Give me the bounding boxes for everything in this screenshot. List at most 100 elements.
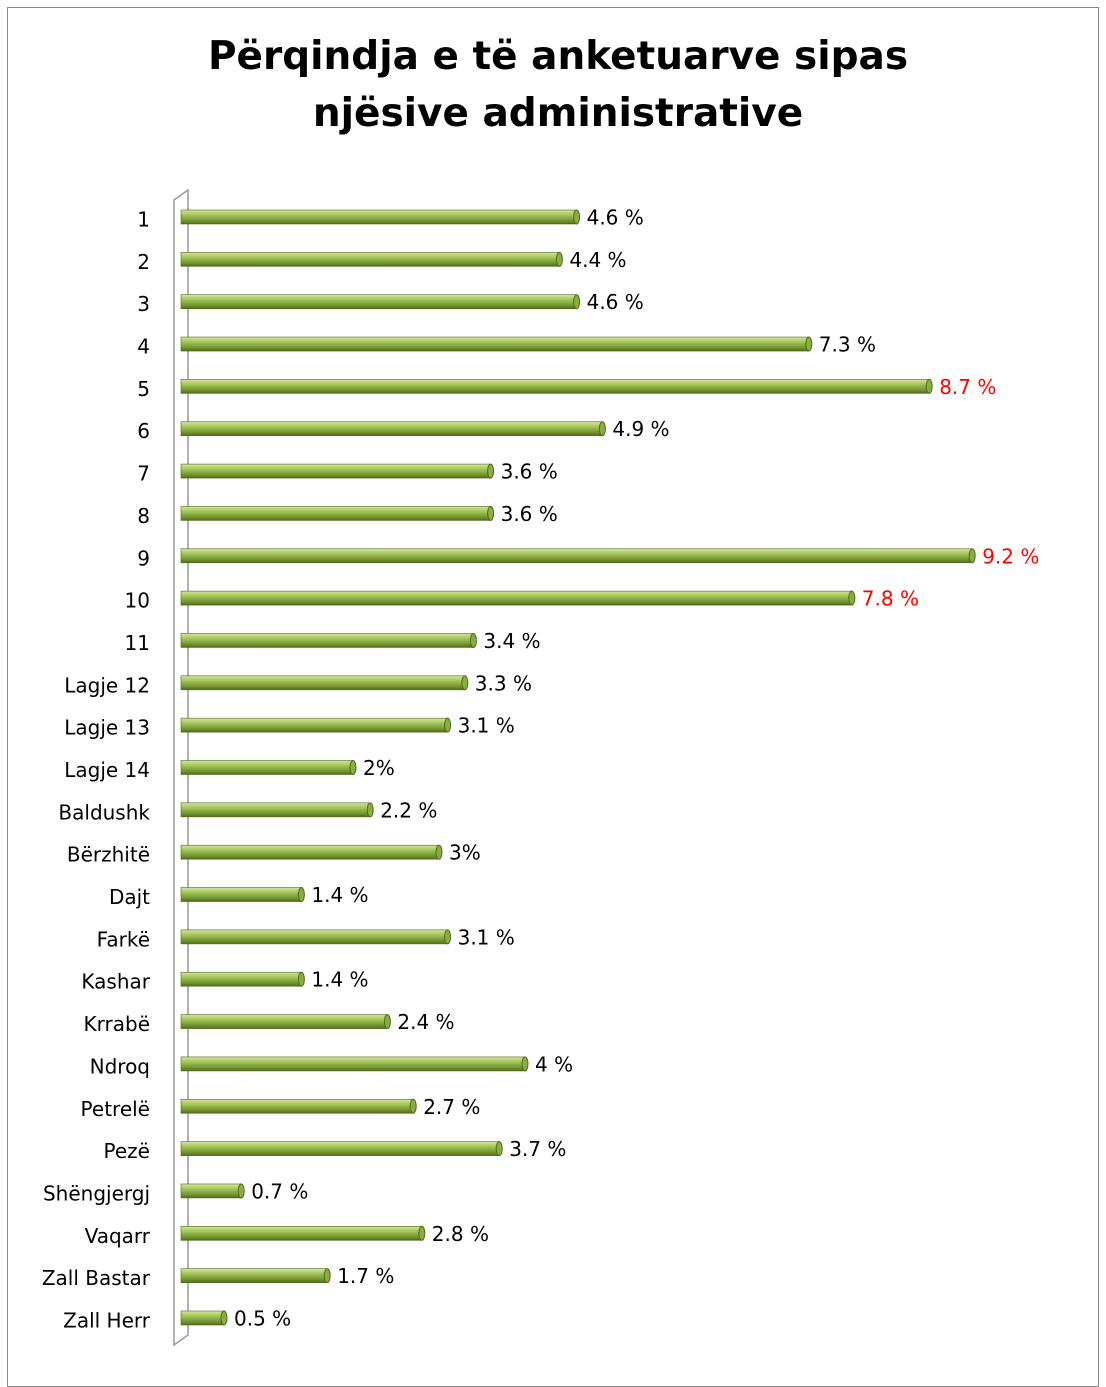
bar-cap bbox=[383, 1014, 391, 1030]
data-label: 4.6 % bbox=[587, 206, 644, 230]
bar bbox=[180, 929, 448, 945]
data-label: 9.2 % bbox=[982, 544, 1039, 568]
y-tick-label: 3 bbox=[137, 292, 150, 316]
bar bbox=[180, 1098, 414, 1114]
bar bbox=[180, 294, 577, 309]
data-label: 2.4 % bbox=[397, 1010, 454, 1034]
bar-cap bbox=[220, 1310, 228, 1326]
bar-cap bbox=[323, 1268, 331, 1284]
y-tick-label: Zall Herr bbox=[63, 1309, 151, 1333]
bar-cap bbox=[366, 802, 374, 818]
bar-cap bbox=[495, 1141, 503, 1157]
bar bbox=[180, 421, 603, 437]
bar-cap bbox=[925, 378, 933, 394]
bar bbox=[180, 802, 371, 818]
bar-cap bbox=[521, 1056, 529, 1072]
data-label: 0.7 % bbox=[251, 1179, 308, 1203]
bar bbox=[180, 1056, 526, 1072]
bar-cap bbox=[444, 717, 452, 733]
y-tick-label: Petrelë bbox=[81, 1097, 150, 1121]
y-tick-label: Kashar bbox=[81, 970, 150, 994]
bar bbox=[180, 1310, 225, 1326]
bar bbox=[180, 548, 973, 564]
data-label: 2.8 % bbox=[432, 1222, 489, 1246]
y-tick-label: Shëngjergj bbox=[43, 1181, 150, 1205]
bar-cap bbox=[598, 421, 606, 437]
bar bbox=[180, 252, 560, 267]
data-label: 2.2 % bbox=[380, 798, 437, 822]
bar-cap bbox=[237, 1183, 245, 1199]
y-tick-label: Dajt bbox=[109, 885, 150, 909]
bar-cap bbox=[487, 463, 495, 479]
data-label: 1.4 % bbox=[311, 968, 368, 992]
bar-cap bbox=[848, 590, 856, 606]
y-tick-label: Baldushk bbox=[58, 800, 150, 824]
y-tick-label: 4 bbox=[137, 335, 150, 359]
bar-cap bbox=[573, 209, 581, 225]
y-tick-label: Farkë bbox=[97, 927, 150, 951]
bar-cap bbox=[349, 760, 357, 775]
y-tick-label: Vaqarr bbox=[85, 1224, 151, 1248]
bar-cap bbox=[297, 887, 305, 903]
y-tick-label: 2 bbox=[137, 250, 150, 274]
y-tick-label: 5 bbox=[137, 377, 150, 401]
bar-cap bbox=[435, 844, 443, 860]
data-label: 4.9 % bbox=[612, 417, 669, 441]
bar-cap bbox=[555, 251, 563, 267]
y-tick-label: 7 bbox=[137, 462, 150, 486]
y-tick-label: 11 bbox=[125, 631, 150, 655]
y-tick-label: Lagje 12 bbox=[64, 673, 150, 697]
y-tick-label: Lagje 13 bbox=[64, 716, 150, 740]
data-label: 1.4 % bbox=[311, 883, 368, 907]
bar bbox=[180, 844, 440, 860]
y-tick-label: 6 bbox=[137, 419, 150, 443]
bar bbox=[180, 379, 930, 394]
data-label: 4.4 % bbox=[569, 248, 626, 272]
bar-cap bbox=[573, 294, 581, 310]
y-tick-label: Pezë bbox=[104, 1139, 150, 1163]
data-label: 3.6 % bbox=[501, 502, 558, 526]
data-label: 1.7 % bbox=[337, 1264, 394, 1288]
y-tick-label: 1 bbox=[137, 208, 150, 232]
data-label: 2% bbox=[363, 756, 395, 780]
bar bbox=[180, 336, 810, 352]
data-label: 0.5 % bbox=[234, 1307, 291, 1331]
y-tick-label: Krrabë bbox=[84, 1012, 150, 1036]
bar bbox=[180, 1014, 388, 1029]
bar-cap bbox=[444, 929, 452, 945]
bar-cap bbox=[461, 675, 469, 691]
bar bbox=[180, 633, 474, 648]
y-tick-label: 8 bbox=[137, 504, 150, 528]
y-tick-label: 10 bbox=[125, 589, 150, 613]
bar-cap bbox=[469, 632, 477, 648]
y-tick-label: Lagje 14 bbox=[64, 758, 150, 782]
bar bbox=[180, 209, 577, 225]
bar bbox=[180, 717, 448, 733]
bar-cap bbox=[409, 1098, 417, 1114]
bar bbox=[180, 1268, 328, 1283]
chart-title: Përqindja e të anketuarve sipas njësive … bbox=[207, 34, 909, 136]
bar bbox=[180, 1141, 500, 1156]
data-label: 3.3 % bbox=[475, 671, 532, 695]
bar bbox=[180, 1226, 423, 1241]
bar bbox=[180, 590, 853, 606]
y-tick-label: Zall Bastar bbox=[42, 1266, 151, 1290]
data-label: 3.4 % bbox=[483, 629, 540, 653]
data-label: 4 % bbox=[535, 1052, 573, 1076]
bar-cap bbox=[968, 548, 976, 564]
data-label: 3.1 % bbox=[458, 714, 515, 738]
data-label: 3.6 % bbox=[501, 460, 558, 484]
bar bbox=[180, 1183, 242, 1199]
bar bbox=[180, 463, 491, 479]
data-label: 3.7 % bbox=[509, 1137, 566, 1161]
data-label: 2.7 % bbox=[423, 1095, 480, 1119]
data-label: 4.6 % bbox=[587, 290, 644, 314]
bar bbox=[180, 675, 466, 691]
data-label: 3.1 % bbox=[458, 925, 515, 949]
bar-cap bbox=[297, 971, 305, 987]
bar bbox=[180, 760, 354, 775]
y-tick-label: Bërzhitë bbox=[67, 843, 150, 867]
bar bbox=[180, 971, 302, 987]
